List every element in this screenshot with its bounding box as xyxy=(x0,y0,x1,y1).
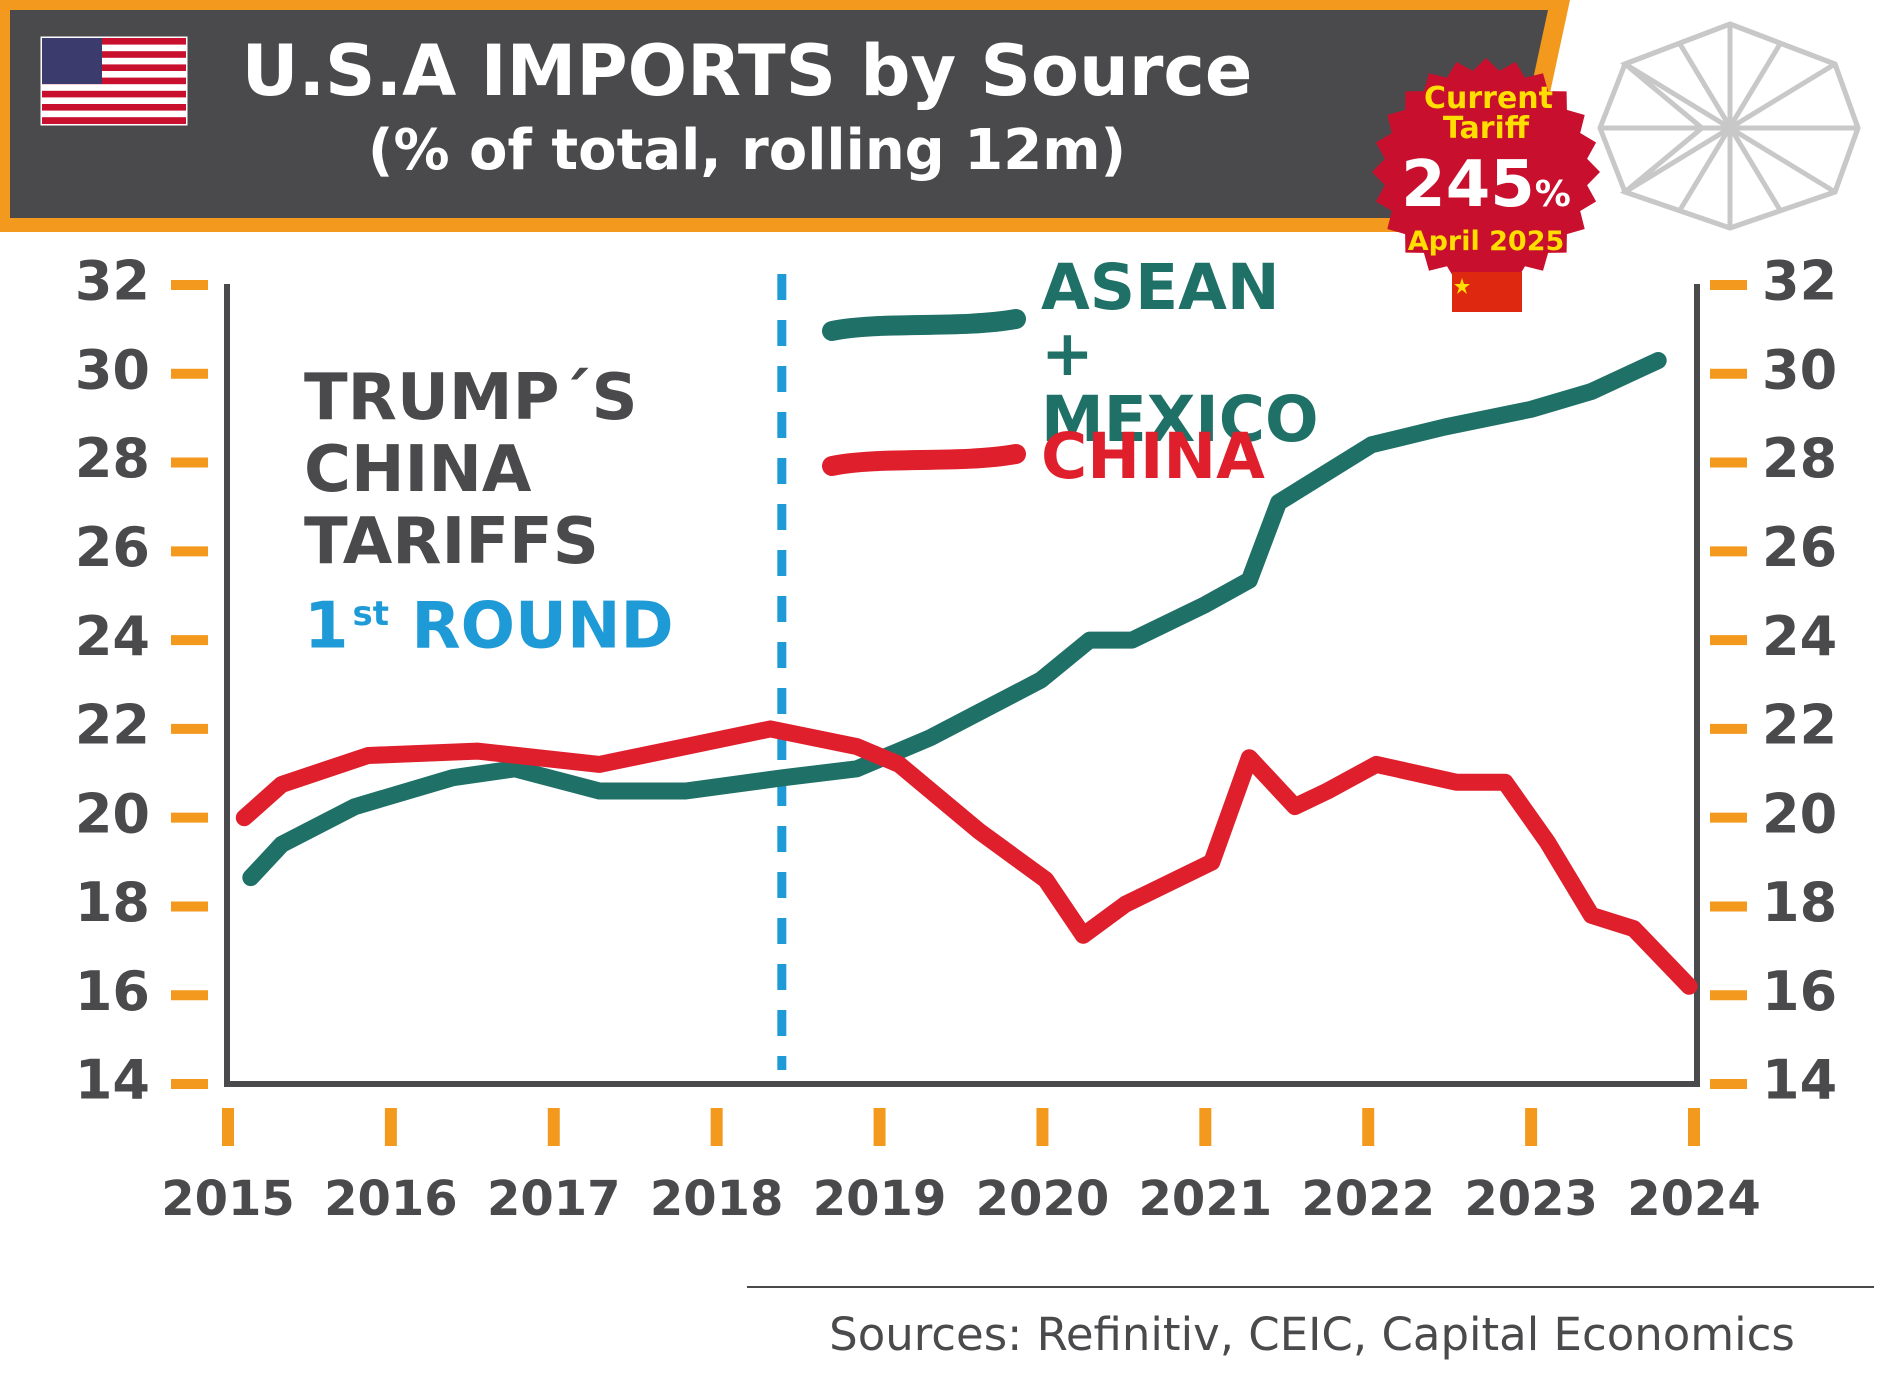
series-line xyxy=(242,352,1667,887)
y2-tick-label: 16 xyxy=(1762,960,1837,1023)
legend-label: ASEAN + MEXICO xyxy=(1041,251,1319,456)
y2-tick-label: 32 xyxy=(1762,250,1837,313)
x-tick-label: 2024 xyxy=(1627,1171,1761,1227)
badge-unit: % xyxy=(1534,174,1571,215)
badge-rate: 245% xyxy=(1386,150,1586,236)
source: Sources: Refinitiv, CEIC, Capital Econom… xyxy=(829,1308,1795,1361)
y-tick-label: 14 xyxy=(75,1049,150,1112)
y-tick-label: 22 xyxy=(75,694,150,757)
legend-swatch xyxy=(822,444,1026,476)
x-tick-label: 2023 xyxy=(1464,1171,1598,1227)
y-tick-label: 16 xyxy=(75,960,150,1023)
x-tick-label: 2020 xyxy=(976,1171,1110,1227)
annotation-ordinal: 1 xyxy=(304,589,349,664)
y2-tick-label: 24 xyxy=(1762,605,1837,668)
badge-tariff: 245 xyxy=(1401,148,1535,222)
y-tick-label: 32 xyxy=(75,250,150,313)
chart-title: U.S.A IMPORTS by Source xyxy=(242,30,1253,112)
y2-tick-label: 20 xyxy=(1762,782,1837,845)
chart-subtitle: (% of total, rolling 12m) xyxy=(368,118,1126,183)
badge-label: Current Tariff xyxy=(1424,81,1554,146)
x-tick-label: 2015 xyxy=(161,1171,295,1227)
annotation-suffix: st xyxy=(352,594,390,634)
x-tick-label: 2021 xyxy=(1139,1171,1273,1227)
y2-tick-label: 28 xyxy=(1762,427,1837,490)
china-flag xyxy=(1452,272,1522,312)
series-line xyxy=(235,720,1698,995)
y2-tick-label: 26 xyxy=(1762,516,1837,579)
y-tick-label: 18 xyxy=(75,871,150,934)
tariff-badge xyxy=(1372,58,1600,286)
logo xyxy=(1597,21,1861,231)
annotation: TRUMP´S CHINA TARIFFS xyxy=(304,361,638,579)
y2-tick-label: 30 xyxy=(1762,338,1837,401)
y2-tick-label: 18 xyxy=(1762,871,1837,934)
y2-tick-label: 22 xyxy=(1762,694,1837,757)
y2-tick-label: 14 xyxy=(1762,1049,1837,1112)
y-tick-label: 24 xyxy=(75,605,150,668)
y-tick-label: 20 xyxy=(75,782,150,845)
us-flag xyxy=(40,36,188,126)
y-tick-label: 28 xyxy=(75,427,150,490)
x-tick-label: 2018 xyxy=(650,1171,784,1227)
x-tick-label: 2017 xyxy=(487,1171,621,1227)
legend-label: CHINA xyxy=(1041,420,1265,493)
badge-date: April 2025 xyxy=(1407,226,1565,257)
annotation-round-word: ROUND xyxy=(411,589,674,664)
legend-swatch xyxy=(822,309,1026,341)
y-tick-label: 26 xyxy=(75,516,150,579)
x-tick-label: 2016 xyxy=(324,1171,458,1227)
x-tick-label: 2019 xyxy=(813,1171,947,1227)
x-tick-label: 2022 xyxy=(1301,1171,1435,1227)
y-tick-label: 30 xyxy=(75,338,150,401)
header-box xyxy=(10,10,1548,218)
